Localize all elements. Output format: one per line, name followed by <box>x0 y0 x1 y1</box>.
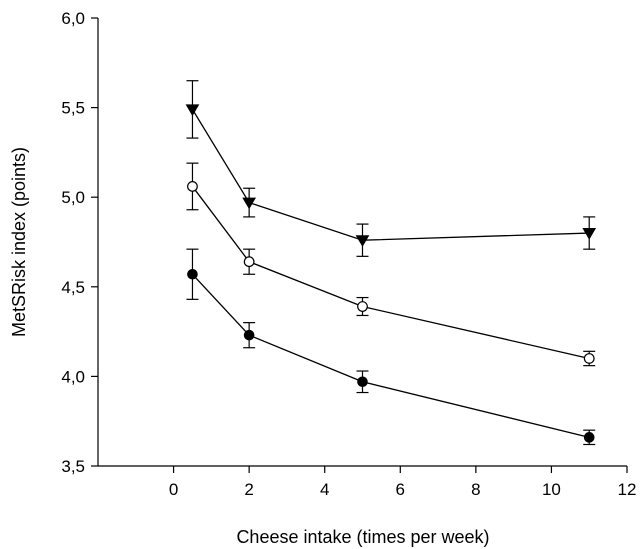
y-tick-label: 4,0 <box>61 367 85 386</box>
series-line <box>191 273 590 438</box>
series-line <box>191 186 590 360</box>
data-point-open-circle <box>583 353 595 364</box>
series-line <box>191 109 590 241</box>
x-tick-label: 2 <box>244 480 253 499</box>
x-tick-label: 10 <box>542 480 561 499</box>
data-point-filled-circle <box>243 329 255 341</box>
y-tick-label: 4,5 <box>61 278 85 297</box>
series-2 <box>186 162 596 367</box>
data-point-filled-circle <box>187 268 198 280</box>
x-tick-label: 8 <box>471 480 480 499</box>
x-tick-label: 4 <box>320 480 329 499</box>
data-point-triangle <box>355 235 370 247</box>
data-point-open-circle <box>243 256 255 268</box>
y-tick-label: 5,5 <box>61 99 85 118</box>
data-point-triangle <box>582 228 597 240</box>
x-tick-label: 6 <box>396 480 405 499</box>
y-tick-label: 6,0 <box>61 9 85 28</box>
data-point-open-circle <box>357 301 368 312</box>
x-tick-label: 0 <box>169 480 178 499</box>
x-axis-title: Cheese intake (times per week) <box>236 527 489 547</box>
y-tick-label: 3,5 <box>61 457 85 476</box>
data-point-triangle <box>242 197 257 210</box>
data-series-layer <box>185 80 597 446</box>
data-point-open-circle <box>187 181 198 192</box>
series-1 <box>185 80 597 257</box>
axes: 3,5 4,0 4,5 5,0 5,5 6,0 0 2 4 6 8 10 12 <box>61 9 636 499</box>
y-axis-title: MetSRisk index (points) <box>9 147 29 337</box>
data-point-triangle <box>185 104 200 117</box>
data-point-filled-circle <box>583 432 595 443</box>
x-tick-label: 12 <box>618 480 637 499</box>
data-point-filled-circle <box>357 376 368 388</box>
y-tick-label: 5,0 <box>61 188 85 207</box>
series-3 <box>186 248 596 446</box>
